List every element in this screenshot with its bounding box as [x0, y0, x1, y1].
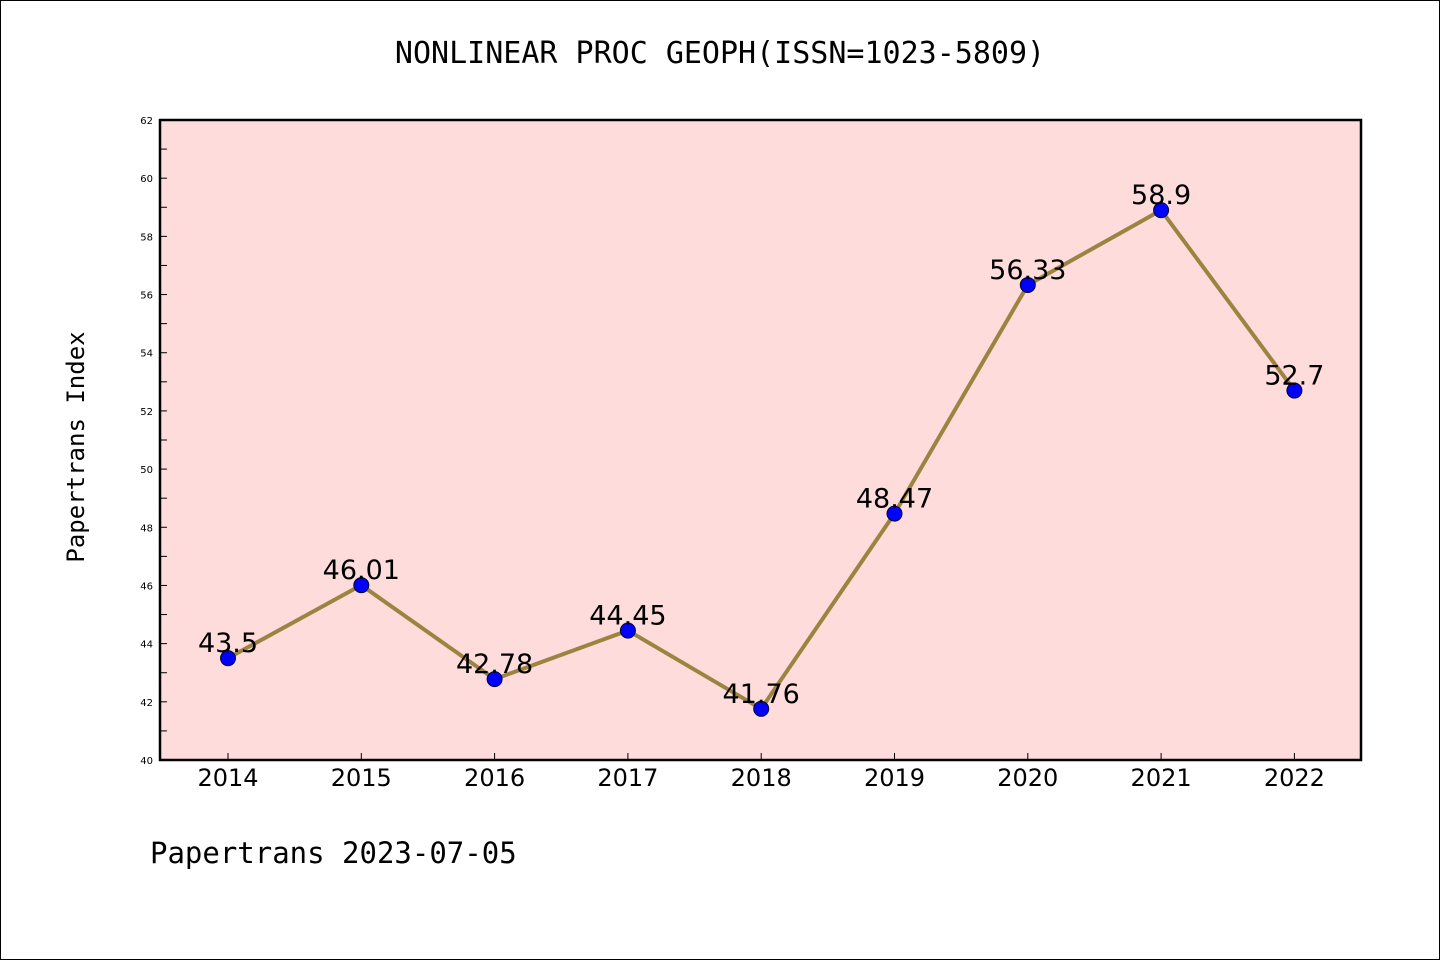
y-tick-label: 56	[140, 291, 153, 302]
data-point	[1019, 276, 1036, 293]
x-tick-label: 2015	[331, 764, 392, 792]
data-point	[886, 505, 903, 522]
y-tick-label: 50	[140, 465, 153, 476]
data-point	[220, 650, 236, 667]
data-label: 52.7	[1264, 361, 1324, 392]
data-point	[619, 622, 636, 639]
y-tick-label: 46	[140, 581, 153, 592]
data-label: 42.78	[456, 649, 533, 680]
y-tick-label: 48	[140, 523, 153, 534]
x-tick-label: 2019	[864, 764, 925, 792]
data-point	[1153, 202, 1170, 219]
data-point	[353, 577, 370, 594]
data-label: 56.33	[989, 255, 1066, 286]
data-point	[486, 671, 503, 688]
chart-title: NONLINEAR PROC GEOPH(ISSN=1023-5809)	[394, 36, 1046, 71]
y-tick-label: 58	[140, 232, 153, 243]
y-tick-label: 42	[140, 698, 153, 709]
x-tick-label: 2020	[997, 764, 1058, 792]
x-tick-label: 2021	[1131, 764, 1192, 792]
y-tick-label: 40	[140, 756, 153, 767]
data-point	[753, 700, 770, 717]
y-tick-label: 60	[140, 174, 153, 185]
y-tick-label: 44	[140, 640, 153, 651]
data-label: 48.47	[856, 484, 933, 515]
data-label: 58.9	[1131, 180, 1191, 211]
x-tick-label: 2017	[597, 764, 658, 792]
y-tick-label: 62	[140, 116, 153, 127]
y-tick-label: 54	[140, 349, 153, 360]
data-point	[1286, 382, 1303, 399]
x-tick-label: 2018	[731, 764, 792, 792]
data-label: 46.01	[323, 555, 400, 586]
data-label: 43.5	[198, 628, 258, 659]
data-label: 41.76	[723, 679, 800, 710]
y-tick-label: 52	[140, 407, 153, 418]
plot-area	[160, 120, 1361, 760]
x-tick-label: 2014	[197, 764, 258, 792]
x-tick-label: 2022	[1264, 764, 1325, 792]
footer-date-note: Papertrans 2023-07-05	[150, 836, 517, 870]
plot-frame	[158, 118, 1363, 762]
data-label: 44.45	[589, 601, 666, 632]
x-tick-label: 2016	[464, 764, 525, 792]
